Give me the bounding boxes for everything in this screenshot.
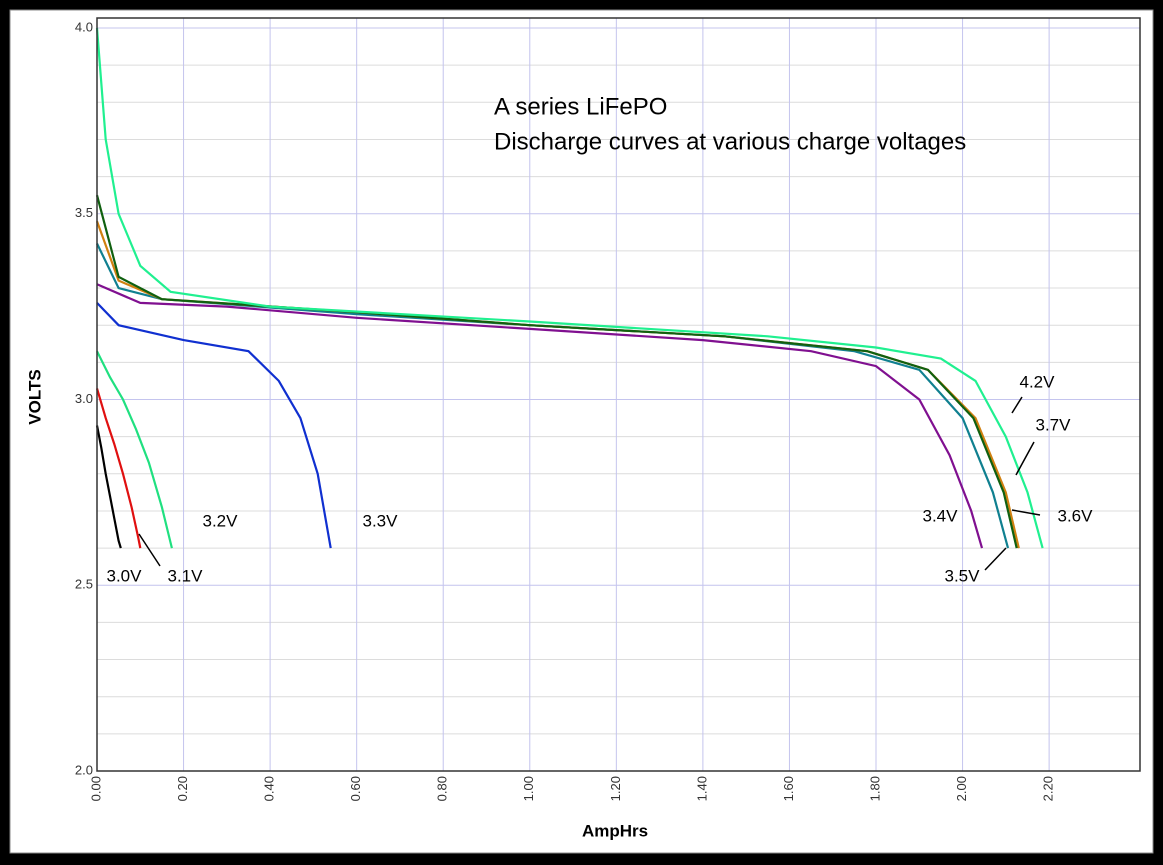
x-tick-label: 1.00 — [521, 776, 536, 801]
chart-title: A series LiFePO — [494, 93, 667, 120]
series-line — [95, 388, 142, 549]
series-line — [96, 350, 173, 549]
x-tick-label: 1.40 — [694, 776, 709, 801]
series-label: 3.7V — [1036, 415, 1072, 434]
series-label: 4.2V — [1020, 372, 1056, 391]
leader — [1011, 396, 1023, 414]
series-label: 3.5V — [945, 566, 981, 585]
grid — [96, 18, 1140, 772]
y-tick-label: 2.5 — [75, 577, 93, 592]
y-tick-label: 4.0 — [75, 19, 93, 34]
y-tick-label: 2.0 — [75, 762, 93, 777]
series-label: 3.1V — [168, 566, 204, 585]
y-axis-label: VOLTS — [25, 369, 44, 424]
leader — [1011, 509, 1041, 516]
x-tick-label: 1.20 — [608, 776, 623, 801]
chart-subtitle: Discharge curves at various charge volta… — [494, 128, 966, 155]
x-tick-label: 0.60 — [348, 776, 363, 801]
x-axis-label: AmpHrs — [582, 821, 648, 840]
x-tick-label: 0.20 — [175, 776, 190, 801]
x-tick-label: 1.60 — [781, 776, 796, 801]
series-label: 3.4V — [923, 506, 959, 525]
x-tick-label: 0.00 — [88, 776, 103, 801]
x-tick-label: 2.00 — [954, 776, 969, 801]
leader — [1015, 441, 1035, 476]
y-tick-label: 3.5 — [75, 205, 93, 220]
plot-frame — [96, 17, 1141, 772]
series-label: 3.2V — [203, 511, 239, 530]
y-tick-label: 3.0 — [75, 391, 93, 406]
leader — [984, 547, 1007, 571]
lines — [95, 27, 1044, 549]
x-tick-label: 2.20 — [1041, 776, 1056, 801]
x-tick-label: 0.40 — [262, 776, 277, 801]
series-line — [95, 425, 122, 549]
leader — [138, 533, 161, 567]
series-label: 3.3V — [363, 511, 399, 530]
series-line — [95, 27, 1044, 549]
x-tick-label: 1.80 — [867, 776, 882, 801]
series-line — [96, 283, 984, 549]
series-line — [95, 194, 1018, 549]
leaders — [138, 396, 1041, 571]
series-line — [96, 302, 332, 549]
series-label: 3.0V — [107, 566, 143, 585]
x-tick-label: 0.80 — [435, 776, 450, 801]
series-label: 3.6V — [1058, 506, 1094, 525]
